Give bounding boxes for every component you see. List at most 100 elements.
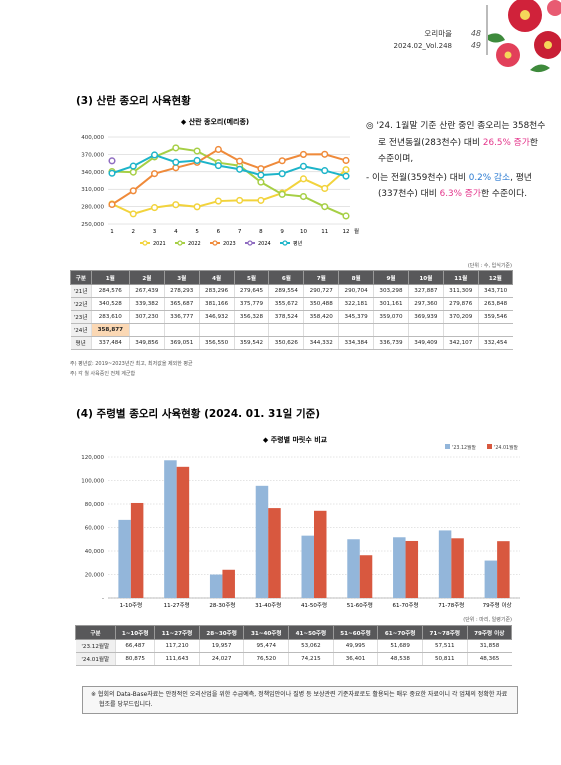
footer-note: ※ 협회의 Data-Base자료는 안정적인 오리산업을 위한 수급예측, 정…	[82, 686, 518, 714]
series-line	[111, 148, 347, 206]
table-cell: 359,546	[477, 310, 513, 324]
notes: 주) 평년값: 2019~2023년간 최고, 최저값을 제외한 평균 주) 각 …	[70, 360, 193, 380]
bar	[176, 466, 190, 598]
table-cell: 74,215	[288, 652, 334, 666]
table-cell: 283,610	[90, 310, 130, 324]
table-cell: 53,062	[288, 639, 334, 653]
data-point	[214, 145, 222, 154]
summary-paragraph: ◎ '24. 1월말 기준 산란 중인 종오리는 358천수로 전년동월(283…	[366, 118, 546, 168]
table-row: '24.01월말 80,875 111,643 24,027 76,520 74,215 3…	[75, 652, 512, 666]
x-tick-label: 9	[280, 229, 284, 235]
header-cell: 4월	[198, 270, 235, 285]
data-point	[193, 203, 201, 211]
table-cell: 356,550	[198, 336, 235, 350]
data-point	[321, 167, 329, 175]
data-point	[108, 169, 116, 177]
table-cell: 356,328	[233, 310, 269, 324]
flower-decoration	[488, 0, 561, 75]
table-cell: 350,488	[303, 297, 339, 311]
table-cell: 117,210	[154, 639, 200, 653]
data-point	[321, 150, 329, 158]
data-point	[129, 168, 137, 176]
table-cell: 346,932	[198, 310, 235, 324]
table-cell: 48,365	[466, 652, 512, 666]
legend-swatch	[142, 240, 148, 246]
x-tick-label: 1-10주령	[120, 601, 143, 609]
data-point	[299, 175, 308, 183]
x-tick-label: 2	[132, 229, 136, 235]
x-tick-label: 11-27주령	[164, 601, 190, 609]
bar	[164, 460, 177, 598]
x-tick-label: 41-50주령	[301, 601, 327, 609]
table-cell: 349,856	[128, 336, 165, 350]
table-cell	[442, 323, 479, 337]
legend-label: 2023	[223, 241, 236, 247]
x-tick-label: 8	[259, 229, 263, 235]
table-cell: '24.01월말	[75, 652, 116, 666]
data-point	[321, 203, 329, 211]
legend-label: 2021	[153, 241, 166, 247]
header-cell: 51~60주령	[332, 625, 379, 640]
data-point	[129, 210, 137, 218]
chart-title: ◆ 산란 종오리(메리종)	[181, 117, 249, 126]
table-cell: 370,209	[442, 310, 479, 324]
header-cell: 12월	[477, 270, 514, 285]
header-cell: 10월	[407, 270, 444, 285]
table-row: '23.12월말 66,487 117,210 19,957 95,474 53,062 4…	[75, 639, 512, 653]
data-point	[129, 162, 137, 170]
data-point	[150, 204, 159, 212]
data-table: 구분 1월 2월 3월 4월 5월 6월 7월 8월 9월 10월 11월 12월 '21년 284,576…	[70, 270, 514, 350]
bar	[209, 574, 223, 598]
table-cell: 342,107	[442, 336, 479, 350]
table-cell: 19,957	[198, 639, 244, 653]
table-head: 구분 1월 2월 3월 4월 5월 6월 7월 8월 9월 10월 11월 12월	[70, 270, 514, 285]
header-cell: 2월	[128, 270, 165, 285]
data-point	[150, 170, 159, 178]
table-cell	[128, 323, 165, 337]
bar	[222, 569, 235, 598]
legend-label: 평년	[293, 240, 303, 247]
data-point	[278, 157, 286, 165]
table-cell: 290,704	[338, 284, 374, 298]
table-row: '24년 358,877	[70, 323, 513, 337]
data-point	[108, 157, 116, 165]
data-point	[342, 212, 350, 220]
x-tick-label: 5	[195, 229, 199, 235]
table-cell: 332,454	[477, 336, 513, 350]
table-cell	[373, 323, 409, 337]
table-cell: '21년	[70, 284, 92, 298]
legend-swatch	[487, 444, 492, 449]
data-point	[342, 156, 350, 165]
table-row: '22년 340,528 339,382 365,687 381,166 375,779 3…	[70, 297, 513, 311]
table-cell: 365,687	[163, 297, 200, 311]
table-cell: 80,875	[115, 652, 155, 666]
table-cell: 369,939	[407, 310, 444, 324]
bar	[497, 541, 510, 598]
data-point	[108, 200, 116, 209]
y-tick-label: 100,000	[81, 479, 104, 485]
header-cell: 9월	[373, 270, 409, 285]
y-tick-label: 400,000	[81, 135, 104, 141]
summary-text: , 평년(337천수) 대비	[378, 172, 532, 200]
table-cell	[268, 323, 304, 337]
table-cell: 327,887	[407, 284, 444, 298]
header-cell: 61~70주령	[377, 625, 423, 640]
table-cell: 278,293	[163, 284, 200, 298]
x-tick-label: 28-30주령	[209, 601, 235, 609]
table-cell: 36,401	[332, 652, 378, 666]
bar	[118, 519, 131, 598]
table-cell: 344,332	[303, 336, 339, 350]
table-cell: 358,877	[90, 323, 130, 337]
table-cell: 301,161	[373, 297, 409, 311]
table-body: '23.12월말 66,487 117,210 19,957 95,474 53,062 4…	[75, 639, 512, 666]
header-cell: 구분	[74, 625, 117, 640]
legend-label: 2022	[188, 241, 201, 247]
data-point	[278, 190, 286, 198]
data-point	[342, 166, 350, 174]
x-tick-label: 10	[300, 229, 307, 235]
table-cell: 297,360	[407, 297, 444, 311]
summary-text: 0.2% 감소	[468, 172, 511, 183]
data-table: 구분 1~10주령 11~27주령 28~30주령 31~40주령 41~50주령 51~6…	[74, 625, 513, 666]
table-cell: 337,484	[90, 336, 130, 350]
